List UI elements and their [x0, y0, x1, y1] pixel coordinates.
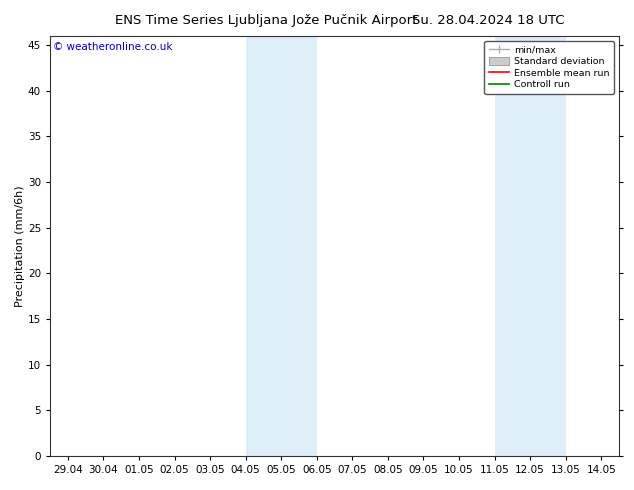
Bar — [281, 36, 317, 456]
Bar — [530, 36, 566, 456]
Y-axis label: Precipitation (mm/6h): Precipitation (mm/6h) — [15, 185, 25, 307]
Bar — [245, 36, 281, 456]
Bar — [495, 36, 530, 456]
Text: Su. 28.04.2024 18 UTC: Su. 28.04.2024 18 UTC — [412, 14, 564, 27]
Legend: min/max, Standard deviation, Ensemble mean run, Controll run: min/max, Standard deviation, Ensemble me… — [484, 41, 614, 94]
Text: ENS Time Series Ljubljana Jože Pučnik Airport: ENS Time Series Ljubljana Jože Pučnik Ai… — [115, 14, 417, 27]
Text: © weatheronline.co.uk: © weatheronline.co.uk — [53, 42, 172, 52]
